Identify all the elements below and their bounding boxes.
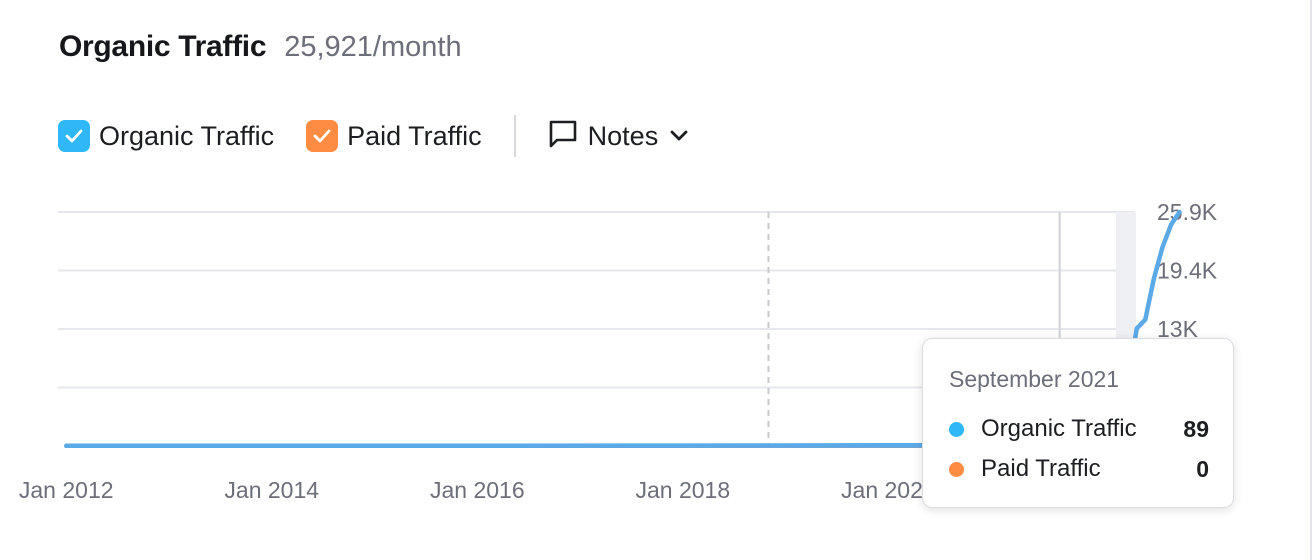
legend-label-paid: Paid Traffic [347,120,482,151]
tooltip-paid-label: Paid Traffic [981,455,1101,482]
x-tick-label: Jan 2018 [636,477,731,503]
legend-toggle-organic[interactable]: Organic Traffic [58,120,274,152]
tooltip-organic-label: Organic Traffic [981,415,1137,442]
x-tick-label: Jan 2020 [841,477,936,503]
chart-tooltip: September 2021 Organic Traffic 89 Paid T… [922,338,1234,508]
comment-icon [548,119,578,154]
checkbox-checked-icon[interactable] [306,120,339,152]
legend-label-organic: Organic Traffic [99,120,275,151]
legend-divider [513,115,516,157]
notes-dropdown[interactable]: Notes [548,119,689,154]
notes-label: Notes [587,120,659,151]
tooltip-organic-dot [949,421,964,437]
chart-header: Organic Traffic 25,921/month [59,30,462,64]
x-tick-label: Jan 2016 [430,477,525,503]
x-tick-label: Jan 2014 [224,477,319,503]
x-tick-label: Jan 2012 [19,477,114,503]
tooltip-date: September 2021 [949,366,1120,392]
tooltip-row-organic: Organic Traffic 89 [949,415,1209,443]
page-title: Organic Traffic [59,30,267,63]
y-tick-label: 25.9K [1157,199,1218,225]
traffic-summary: 25,921/month [284,31,462,63]
legend: Organic Traffic Paid Traffic Notes [58,115,689,157]
tooltip-paid-value: 0 [1196,455,1209,482]
legend-toggle-paid[interactable]: Paid Traffic [306,120,482,152]
y-tick-label: 19.4K [1157,258,1218,284]
right-border [1310,0,1312,560]
y-tick-label: 13K [1157,316,1199,342]
tooltip-paid-dot [949,461,964,477]
tooltip-row-paid: Paid Traffic 0 [949,455,1209,483]
chevron-down-icon [670,130,688,142]
tooltip-organic-value: 89 [1183,415,1209,442]
checkbox-checked-icon[interactable] [58,120,90,152]
